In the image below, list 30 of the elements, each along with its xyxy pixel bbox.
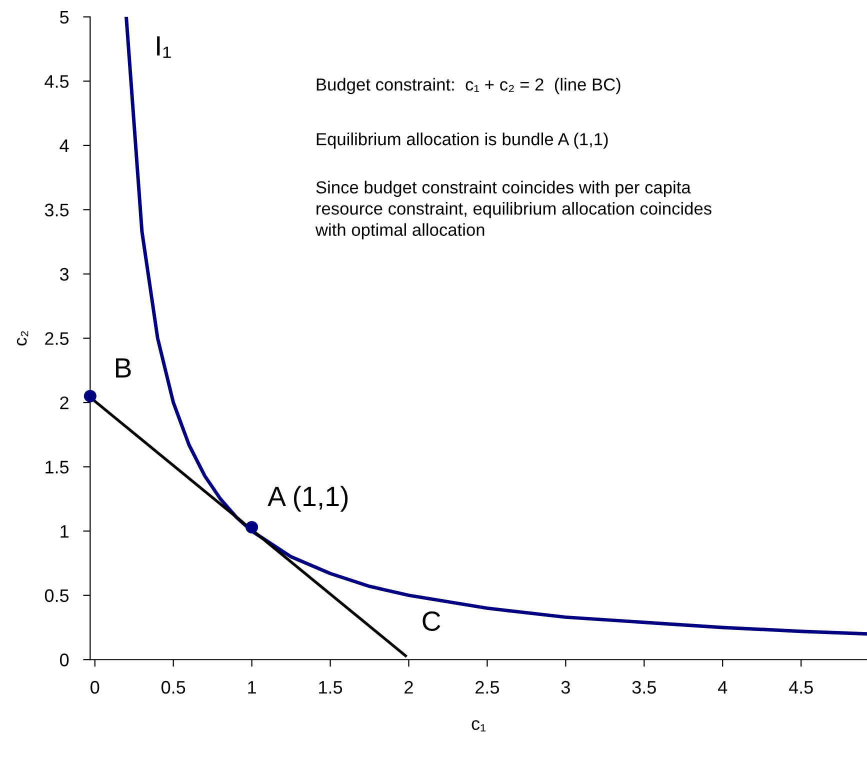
y-tick-label: 3.5: [44, 204, 69, 216]
x-tick-label: 0: [90, 680, 100, 694]
x-tick-label: 2: [404, 680, 413, 694]
y-tick-label: 2.5: [45, 332, 69, 345]
y-tick-label: 4: [60, 140, 69, 152]
x-tick-label: 0.5: [162, 680, 186, 694]
y-axis-title: c₂: [16, 331, 28, 346]
x-axis-title: c₁: [472, 720, 486, 732]
y-tick-label: 2: [60, 396, 68, 410]
annotation: Equilibrium allocation is bundle A (1,1): [316, 132, 608, 149]
y-tick-label: 0: [60, 654, 69, 666]
x-tick-label: 4.5: [788, 681, 813, 694]
y-tick-label: 0.5: [44, 589, 69, 602]
annotation: Since budget constraint coincides with per capita resource constraint, equilibrium allocation coincides with optimal allocation: [315, 180, 712, 240]
annotation: B: [116, 358, 131, 378]
x-tick-label: 3: [561, 680, 570, 694]
y-tick-label: 5: [60, 10, 69, 24]
y-tick-label: 1.5: [46, 460, 69, 474]
annotation: A (1,1): [268, 486, 348, 512]
series-label: I₁: [157, 36, 171, 58]
annotation: Budget constraint: c₁ + c₂ = 2 (line BC): [316, 78, 620, 94]
x-tick-label: 1.5: [319, 681, 342, 694]
annotation: C: [422, 611, 440, 631]
x-tick-label: 4: [718, 681, 728, 694]
x-tick-label: 1: [248, 681, 256, 694]
x-tick-label: 3.5: [632, 680, 656, 694]
y-tick-label: 3: [60, 268, 69, 281]
x-tick-label: 2.5: [476, 680, 500, 694]
y-tick-label: 4.5: [44, 75, 69, 88]
y-tick-label: 1: [60, 525, 68, 538]
